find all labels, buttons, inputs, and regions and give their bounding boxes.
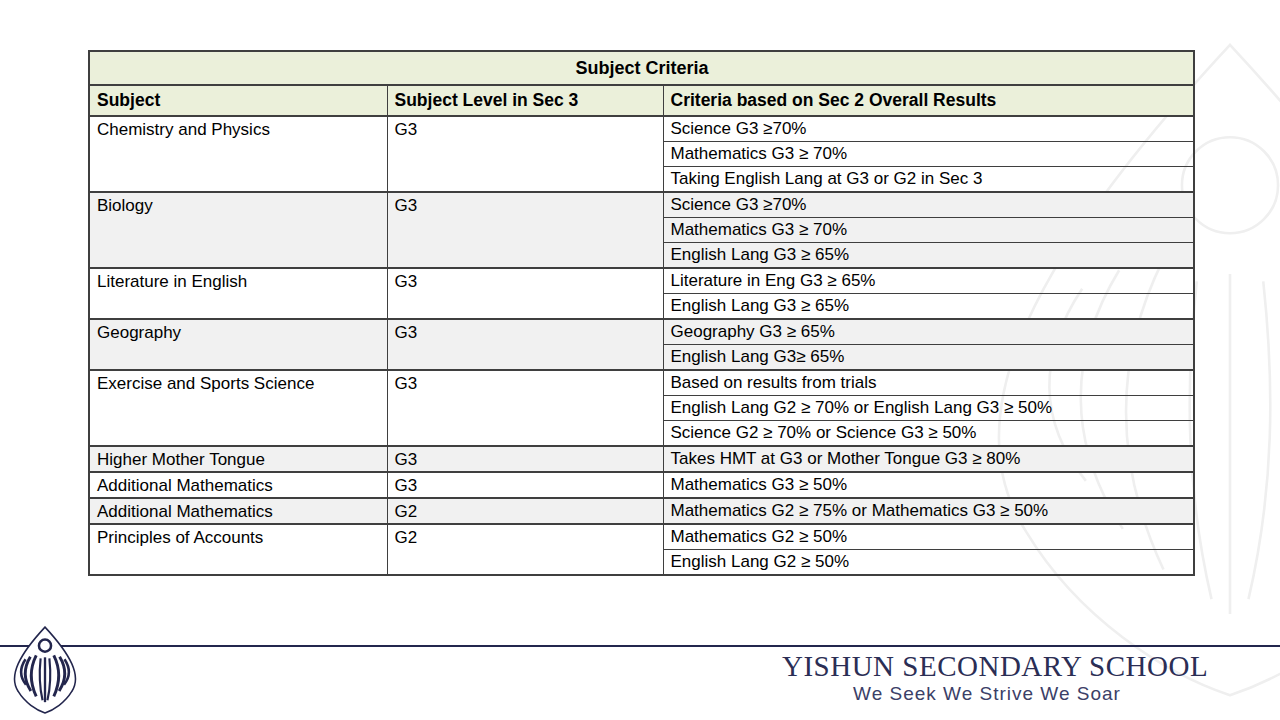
subject-level-cell: G2 bbox=[387, 524, 663, 575]
footer-divider bbox=[0, 645, 1280, 647]
criteria-cell: Taking English Lang at G3 or G2 in Sec 3 bbox=[663, 167, 1194, 192]
subject-cell: Additional Mathematics bbox=[89, 498, 387, 524]
table-row: Literature in EnglishG3Literature in Eng… bbox=[89, 268, 1194, 293]
subject-level-cell: G3 bbox=[387, 370, 663, 446]
table-row: Chemistry and PhysicsG3Science G3 ≥70% bbox=[89, 116, 1194, 141]
subject-cell: Principles of Accounts bbox=[89, 524, 387, 575]
criteria-cell: Science G3 ≥70% bbox=[663, 116, 1194, 141]
subject-cell: Literature in English bbox=[89, 268, 387, 319]
school-name: YISHUN SECONDARY SCHOOL bbox=[782, 651, 1192, 681]
criteria-cell: Takes HMT at G3 or Mother Tongue G3 ≥ 80… bbox=[663, 446, 1194, 472]
subject-cell: Additional Mathematics bbox=[89, 472, 387, 498]
subject-cell: Biology bbox=[89, 192, 387, 268]
slide: Subject CriteriaSubjectSubject Level in … bbox=[0, 0, 1280, 720]
subject-level-cell: G3 bbox=[387, 268, 663, 319]
school-logo-icon bbox=[6, 624, 84, 716]
subject-level-cell: G2 bbox=[387, 498, 663, 524]
table-row: Higher Mother TongueG3Takes HMT at G3 or… bbox=[89, 446, 1194, 472]
subject-cell: Exercise and Sports Science bbox=[89, 370, 387, 446]
subject-criteria-table-container: Subject CriteriaSubjectSubject Level in … bbox=[88, 50, 1195, 576]
criteria-cell: English Lang G3 ≥ 65% bbox=[663, 294, 1194, 319]
table-header-row: SubjectSubject Level in Sec 3Criteria ba… bbox=[89, 85, 1194, 116]
subject-cell: Higher Mother Tongue bbox=[89, 446, 387, 472]
criteria-cell: Based on results from trials bbox=[663, 370, 1194, 395]
column-header-2: Criteria based on Sec 2 Overall Results bbox=[663, 85, 1194, 116]
criteria-cell: Science G3 ≥70% bbox=[663, 192, 1194, 217]
criteria-cell: English Lang G2 ≥ 50% bbox=[663, 549, 1194, 574]
table-row: Exercise and Sports ScienceG3Based on re… bbox=[89, 370, 1194, 395]
subject-criteria-table: Subject CriteriaSubjectSubject Level in … bbox=[88, 50, 1195, 576]
criteria-cell: Mathematics G2 ≥ 75% or Mathematics G3 ≥… bbox=[663, 498, 1194, 524]
table-row: Additional MathematicsG2Mathematics G2 ≥… bbox=[89, 498, 1194, 524]
table-row: Additional MathematicsG3Mathematics G3 ≥… bbox=[89, 472, 1194, 498]
table-row: BiologyG3Science G3 ≥70% bbox=[89, 192, 1194, 217]
criteria-cell: Mathematics G3 ≥ 70% bbox=[663, 218, 1194, 243]
table-title-row: Subject Criteria bbox=[89, 51, 1194, 85]
school-identity: YISHUN SECONDARY SCHOOL We Seek We Striv… bbox=[782, 651, 1192, 705]
criteria-cell: English Lang G3 ≥ 65% bbox=[663, 243, 1194, 268]
table-title: Subject Criteria bbox=[89, 51, 1194, 85]
column-header-0: Subject bbox=[89, 85, 387, 116]
subject-cell: Geography bbox=[89, 319, 387, 370]
criteria-cell: Science G2 ≥ 70% or Science G3 ≥ 50% bbox=[663, 421, 1194, 446]
subject-level-cell: G3 bbox=[387, 319, 663, 370]
subject-level-cell: G3 bbox=[387, 116, 663, 192]
table-row: GeographyG3Geography G3 ≥ 65% bbox=[89, 319, 1194, 344]
criteria-cell: Mathematics G3 ≥ 50% bbox=[663, 472, 1194, 498]
criteria-cell: English Lang G3≥ 65% bbox=[663, 345, 1194, 370]
subject-level-cell: G3 bbox=[387, 192, 663, 268]
criteria-cell: Mathematics G3 ≥ 70% bbox=[663, 141, 1194, 166]
subject-level-cell: G3 bbox=[387, 472, 663, 498]
criteria-cell: Literature in Eng G3 ≥ 65% bbox=[663, 268, 1194, 293]
criteria-cell: Mathematics G2 ≥ 50% bbox=[663, 524, 1194, 549]
criteria-cell: Geography G3 ≥ 65% bbox=[663, 319, 1194, 344]
table-row: Principles of AccountsG2Mathematics G2 ≥… bbox=[89, 524, 1194, 549]
criteria-cell: English Lang G2 ≥ 70% or English Lang G3… bbox=[663, 395, 1194, 420]
subject-level-cell: G3 bbox=[387, 446, 663, 472]
school-motto: We Seek We Strive We Soar bbox=[782, 683, 1192, 705]
column-header-1: Subject Level in Sec 3 bbox=[387, 85, 663, 116]
subject-cell: Chemistry and Physics bbox=[89, 116, 387, 192]
